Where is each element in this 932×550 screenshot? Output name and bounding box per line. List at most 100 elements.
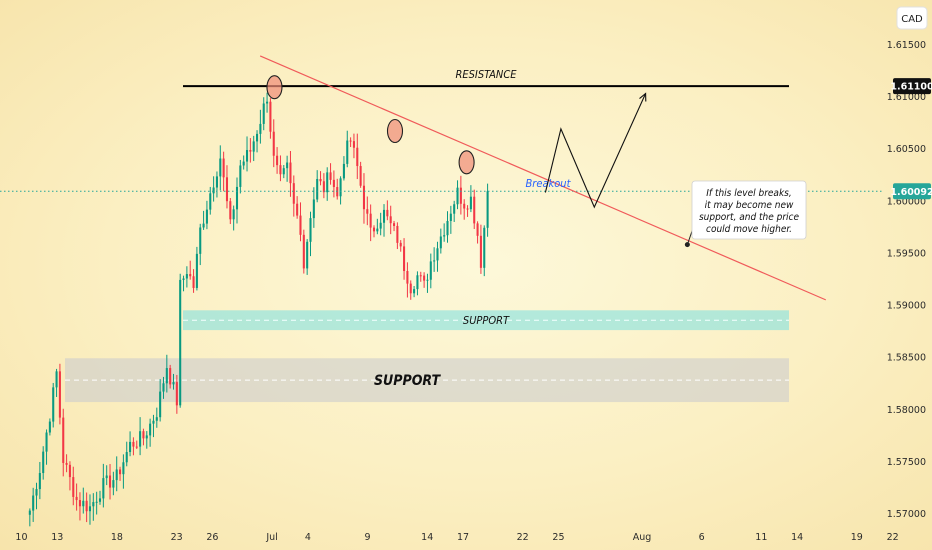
y-tick-label: 1.58000 — [887, 405, 926, 416]
x-tick-label: 17 — [457, 532, 469, 543]
candle-body — [312, 199, 315, 219]
candle-body — [292, 183, 295, 204]
y-tick-label: 1.61500 — [887, 40, 926, 51]
x-tick-label: 14 — [421, 532, 433, 543]
candle-body — [443, 235, 446, 237]
candle-body — [139, 431, 142, 447]
candle-body — [155, 417, 158, 421]
candle-body — [342, 163, 345, 179]
candle-body — [65, 462, 68, 465]
x-tick-label: 13 — [51, 532, 63, 543]
candle-body — [92, 502, 95, 507]
x-tick-label: 23 — [171, 532, 183, 543]
candle-body — [446, 220, 449, 236]
candle-body — [286, 162, 289, 169]
resistance-price-tag — [893, 78, 931, 95]
descending-trendline[interactable] — [259, 55, 827, 301]
candle-body — [332, 179, 335, 188]
touch-point-3[interactable] — [458, 150, 475, 175]
annotation-text-line: If this level breaks, — [706, 188, 791, 199]
candle-body — [52, 387, 55, 422]
annotation-box[interactable] — [691, 180, 807, 240]
candle-body — [349, 140, 352, 142]
candle-body — [215, 176, 218, 188]
x-tick-label: 22 — [887, 532, 899, 543]
candle-body — [426, 279, 429, 281]
candle-body — [436, 248, 439, 261]
candle-body — [262, 103, 265, 124]
projection-path[interactable] — [544, 93, 647, 209]
x-tick-label: 14 — [791, 532, 803, 543]
candle-body — [82, 500, 85, 507]
candle-body — [159, 391, 162, 418]
candle-body — [112, 480, 115, 488]
candle-body — [219, 158, 222, 177]
candle-body — [149, 423, 152, 436]
support-label-2: SUPPORT — [374, 373, 442, 389]
x-tick-label: 9 — [365, 532, 371, 543]
candle-body — [329, 172, 332, 180]
candle-body — [85, 500, 88, 512]
touch-point-2[interactable] — [386, 118, 404, 144]
candle-body — [162, 383, 165, 392]
candle-body — [259, 123, 262, 134]
candle-body — [296, 203, 299, 216]
candle-body — [299, 215, 302, 235]
candle-body — [232, 209, 235, 220]
candle-body — [282, 168, 285, 175]
candle-body — [182, 278, 185, 280]
candle-body — [185, 274, 188, 279]
candle-body — [419, 275, 422, 277]
candle-body — [429, 261, 432, 280]
candle-body — [376, 228, 379, 232]
x-tick-label: 25 — [552, 532, 564, 543]
candle-body — [105, 475, 108, 479]
candle-body — [483, 227, 486, 268]
candle-body — [42, 451, 45, 474]
touch-point-1[interactable] — [266, 75, 283, 100]
candle-body — [189, 274, 192, 277]
annotation-text-line: it may become new — [705, 200, 794, 211]
candle-body — [212, 187, 215, 194]
support-zone-1[interactable] — [183, 310, 789, 331]
candle-body — [88, 506, 92, 512]
candle-body — [306, 241, 309, 269]
candle-body — [125, 452, 128, 463]
candle-body — [119, 469, 122, 475]
candle-body — [272, 131, 275, 156]
candle-body — [352, 141, 355, 148]
resistance-price-tag-text: 1.61100 — [890, 82, 932, 93]
candle-body — [32, 495, 35, 511]
candle-body — [165, 368, 168, 384]
currency-label: CAD — [901, 14, 923, 25]
candle-body — [369, 213, 372, 228]
candle-body — [386, 209, 389, 217]
candle-body — [108, 475, 112, 488]
candle-body — [399, 242, 402, 247]
candle-body — [309, 218, 312, 242]
candle-body — [366, 209, 369, 214]
candle-body — [195, 253, 198, 288]
candle-body — [75, 496, 78, 501]
support-label-1: SUPPORT — [463, 314, 510, 327]
candle-body — [235, 186, 239, 210]
candle-body — [115, 469, 118, 481]
candle-body — [209, 193, 212, 210]
x-tick-label: 18 — [111, 532, 123, 543]
x-tick-label: Aug — [633, 532, 652, 543]
breakout-label: Breakout — [526, 177, 572, 190]
candle-body — [433, 260, 436, 262]
candle-body — [362, 185, 366, 210]
projection-arrowhead — [639, 92, 647, 102]
candle-body — [48, 421, 51, 433]
candle-body — [416, 275, 419, 290]
x-tick-label: 6 — [699, 532, 705, 543]
candle-body — [346, 140, 349, 164]
x-tick-label: 10 — [15, 532, 27, 543]
currency-badge[interactable] — [896, 6, 928, 30]
y-tick-label: 1.60500 — [887, 144, 926, 155]
candle-body — [406, 271, 409, 284]
candle-body — [289, 162, 292, 184]
